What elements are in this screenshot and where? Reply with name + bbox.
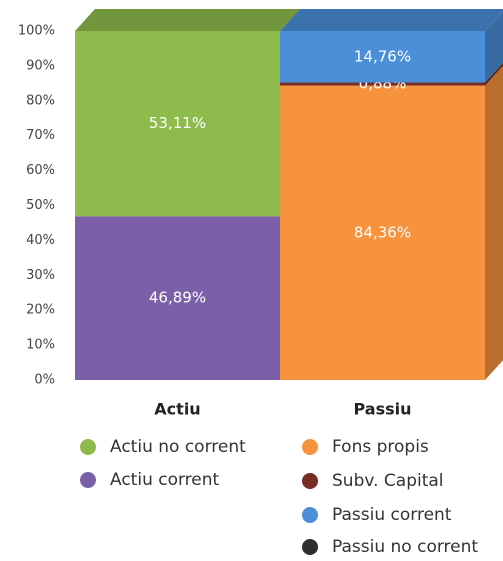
x-tick-label: Actiu bbox=[154, 400, 200, 419]
legend-label: Passiu corrent bbox=[332, 505, 452, 525]
bar-segment bbox=[280, 85, 485, 380]
y-tick-label: 20% bbox=[26, 303, 55, 318]
bar-segment bbox=[75, 31, 280, 217]
legend-label: Actiu corrent bbox=[110, 470, 220, 490]
value-label: 53,11% bbox=[149, 114, 206, 132]
y-tick-label: 50% bbox=[26, 198, 55, 213]
y-tick-label: 60% bbox=[26, 163, 55, 178]
legend-label: Actiu no corrent bbox=[110, 437, 246, 457]
legend-swatch bbox=[80, 472, 96, 488]
value-label: 84,36% bbox=[354, 223, 411, 241]
bar-segment bbox=[75, 216, 280, 380]
legend-swatch bbox=[302, 507, 318, 523]
value-label: 14,76% bbox=[354, 47, 411, 65]
y-tick-label: 100% bbox=[18, 24, 55, 39]
y-tick-label: 40% bbox=[26, 233, 55, 248]
bar-side bbox=[485, 65, 503, 380]
bar-top bbox=[280, 9, 503, 31]
y-tick-label: 10% bbox=[26, 338, 55, 353]
value-label: 46,89% bbox=[149, 289, 206, 307]
y-tick-label: 80% bbox=[26, 93, 55, 108]
y-tick-label: 0% bbox=[34, 373, 55, 388]
x-tick-label: Passiu bbox=[353, 400, 411, 419]
bar-segment bbox=[280, 31, 485, 83]
legend-swatch bbox=[302, 439, 318, 455]
legend-swatch bbox=[302, 539, 318, 555]
bar-side bbox=[485, 11, 503, 83]
bar-segment bbox=[280, 82, 485, 86]
legend-swatch bbox=[302, 473, 318, 489]
legend-swatch bbox=[80, 439, 96, 455]
bar-top bbox=[75, 9, 300, 31]
legend-label: Passiu no corrent bbox=[332, 537, 478, 557]
y-tick-label: 90% bbox=[26, 58, 55, 73]
y-tick-label: 70% bbox=[26, 128, 55, 143]
y-tick-label: 30% bbox=[26, 268, 55, 283]
bar-side bbox=[485, 62, 503, 86]
legend-label: Fons propis bbox=[332, 437, 429, 457]
legend-label: Subv. Capital bbox=[332, 471, 444, 491]
